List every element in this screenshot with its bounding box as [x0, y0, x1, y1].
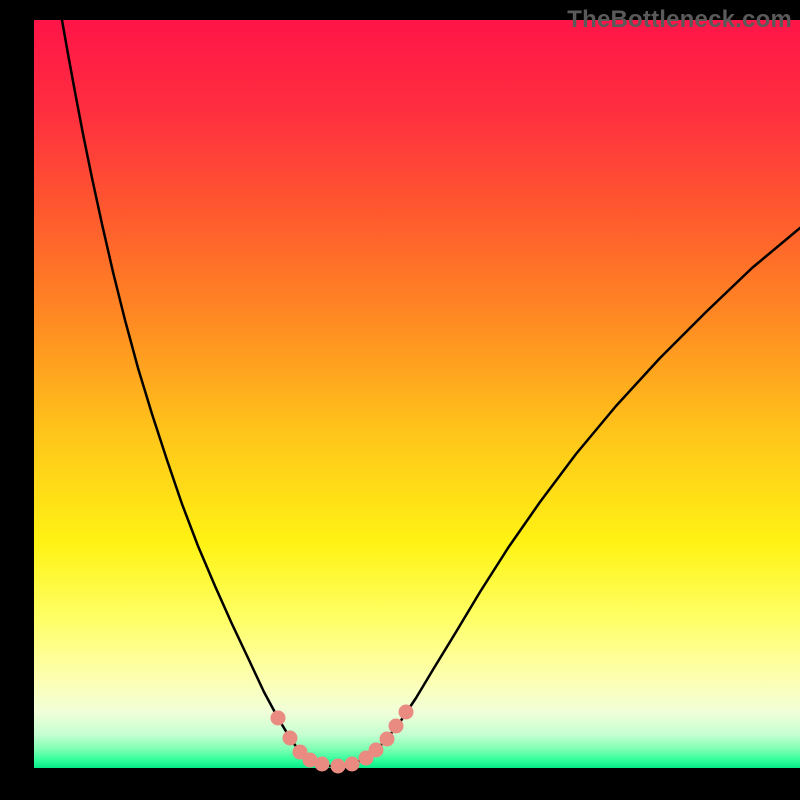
watermark-text: TheBottleneck.com: [567, 6, 792, 34]
bottleneck-curve: [62, 20, 800, 766]
curve-marker: [345, 757, 359, 771]
curve-marker: [331, 759, 345, 773]
curve-marker: [315, 757, 329, 771]
curve-layer: [0, 0, 800, 800]
curve-marker: [271, 711, 285, 725]
marker-group: [271, 705, 413, 773]
curve-marker: [399, 705, 413, 719]
curve-marker: [389, 719, 403, 733]
figure-root: TheBottleneck.com: [0, 0, 800, 800]
curve-marker: [369, 743, 383, 757]
curve-marker: [380, 732, 394, 746]
curve-marker: [283, 731, 297, 745]
